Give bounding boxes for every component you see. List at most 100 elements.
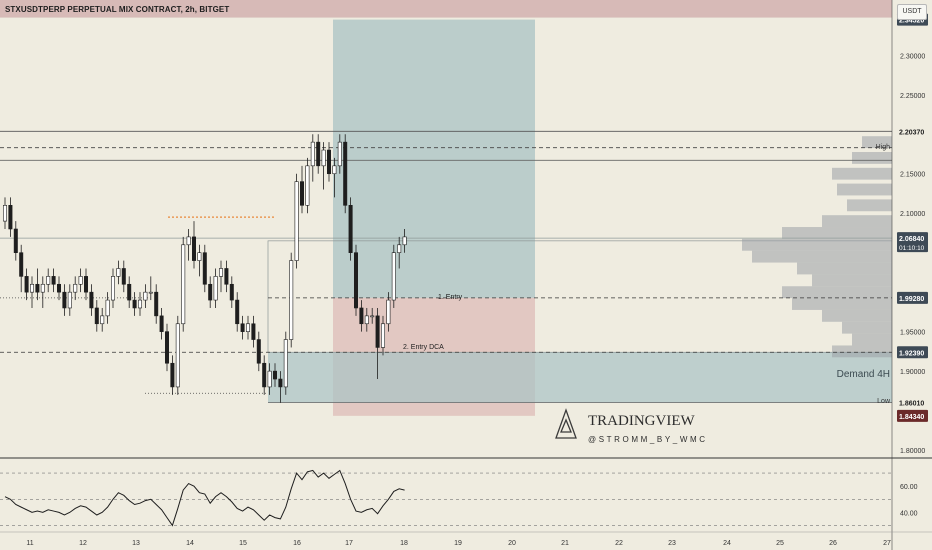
candle-body (370, 315, 375, 318)
y-tick-label: 2.15000 (900, 172, 925, 179)
price-badge (897, 409, 928, 422)
volume-profile-bar (752, 250, 892, 263)
volume-profile-bar (852, 152, 892, 164)
candle-body (73, 283, 78, 293)
candle-body (100, 315, 105, 325)
candle-body (305, 165, 310, 206)
x-tick-label: 17 (345, 540, 353, 547)
candle-body (13, 228, 18, 253)
price-badge-label: 1.99280 (899, 296, 924, 303)
price-badge-label: 1.86010 (899, 401, 924, 408)
entry-dca-label: 2. Entry DCA (403, 344, 444, 351)
x-tick-label: 26 (829, 540, 837, 547)
price-badge-label: 2.06840 (899, 236, 924, 243)
candle-body (359, 307, 364, 325)
candle-body (262, 362, 267, 388)
price-badge (897, 232, 928, 253)
volume-profile-bar (812, 274, 892, 287)
candle-body (192, 236, 197, 261)
candle-body (67, 291, 72, 309)
currency-button[interactable]: USDT (897, 4, 927, 20)
watermark (555, 408, 577, 439)
chart-title: STXUSDTPERP PERPETUAL MIX CONTRACT, 2h, … (5, 5, 230, 14)
candle-body (121, 268, 126, 285)
candle-body (316, 141, 321, 167)
candle-body (143, 291, 148, 301)
volume-profile-bar (782, 227, 892, 239)
low-label: Low (877, 398, 891, 405)
candle-body (8, 205, 13, 230)
resistance-zone (0, 0, 892, 18)
volume-profile-bar (837, 183, 892, 196)
candle-body (170, 362, 175, 388)
x-tick-label: 21 (561, 540, 569, 547)
candle-body (62, 291, 67, 309)
candle-body (154, 291, 159, 317)
candle-body (289, 260, 294, 340)
price-badge (897, 291, 928, 304)
y-tick-label: 1.95000 (900, 330, 925, 337)
volume-profile-bar (742, 238, 892, 251)
high-label: High (876, 144, 891, 151)
candle-body (219, 268, 224, 277)
candle-body (202, 252, 207, 285)
candle-body (332, 165, 337, 175)
price-badge-label: 2.20370 (899, 129, 924, 136)
volume-profile-bar (822, 215, 892, 228)
candle-body (148, 291, 153, 294)
candle-body (175, 323, 180, 388)
candle-body (251, 323, 256, 340)
tradingview-logo (555, 408, 577, 439)
watermark-brand: TRADINGVIEW (588, 413, 695, 429)
candle-body (40, 283, 45, 293)
price-badge (897, 346, 928, 359)
candle-body (272, 370, 277, 380)
x-tick-label: 14 (186, 540, 194, 547)
candle-body (116, 268, 121, 277)
price-badge (897, 125, 928, 138)
candle-body (343, 141, 348, 206)
candle-body (2, 205, 8, 222)
candle-body (402, 236, 407, 246)
rsi-tick-label: 40.00 (900, 510, 918, 517)
price-badge-label: 2.34520 (899, 18, 924, 25)
candle-body (229, 283, 234, 301)
price-badge-countdown: 01:10:10 (899, 245, 925, 252)
candle-body (19, 252, 24, 277)
x-tick-label: 25 (776, 540, 784, 547)
price-badge-label: 1.84340 (899, 414, 924, 421)
volume-profile-bar (832, 167, 892, 180)
candle-body (240, 323, 245, 332)
volume-profile-bar (797, 262, 892, 275)
x-tick-label: 24 (723, 540, 731, 547)
y-tick-label: 2.30000 (900, 53, 925, 60)
candle-body (132, 299, 137, 309)
x-tick-label: 16 (293, 540, 301, 547)
candle-body (138, 299, 143, 309)
candle-body (51, 276, 56, 285)
price-axis (892, 0, 932, 458)
x-tick-label: 18 (400, 540, 408, 547)
price-badge (897, 396, 928, 409)
candle-body (46, 276, 51, 285)
volume-profile-bar (847, 199, 892, 212)
volume-profile-bar (792, 298, 892, 310)
x-tick-label: 15 (239, 540, 247, 547)
candle-body (165, 331, 170, 364)
candle-body (35, 283, 40, 293)
demand-zone (268, 352, 892, 403)
x-tick-label: 22 (615, 540, 623, 547)
candle-body (197, 252, 202, 261)
x-tick-label: 27 (883, 540, 891, 547)
volume-profile-bar (832, 345, 892, 358)
candle-body (29, 283, 34, 293)
candle-body (84, 276, 89, 293)
x-tick-label: 11 (26, 540, 33, 547)
demand-label: Demand 4H (837, 369, 890, 380)
candle-body (24, 276, 29, 293)
target-zone (333, 19, 535, 298)
x-tick-label: 23 (668, 540, 676, 547)
candle-body (391, 252, 396, 301)
rsi-tick-label: 60.00 (900, 484, 918, 491)
